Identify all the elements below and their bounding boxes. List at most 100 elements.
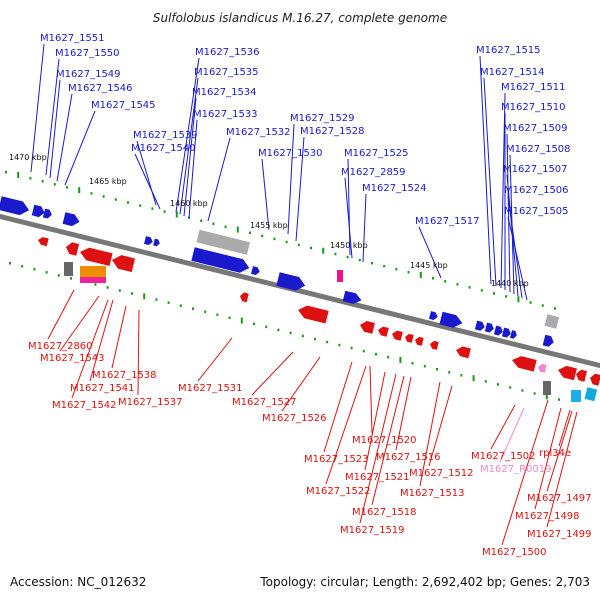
scale-tick bbox=[21, 265, 24, 268]
leader-line bbox=[251, 351, 294, 396]
leader-line bbox=[499, 407, 525, 463]
rna-gene-block bbox=[571, 390, 581, 402]
forward-gene-arrow bbox=[144, 236, 153, 245]
scale-tick bbox=[78, 187, 81, 194]
leader-line bbox=[546, 410, 573, 492]
scale-tick bbox=[265, 325, 268, 329]
leader-line bbox=[483, 77, 497, 287]
scale-tick bbox=[314, 337, 316, 341]
gene-label: M1627_1509 bbox=[503, 123, 568, 134]
gene-label: M1627_1502 bbox=[471, 451, 536, 462]
leader-line bbox=[419, 381, 441, 487]
scale-tick bbox=[200, 219, 203, 222]
scale-tick bbox=[411, 361, 414, 365]
gene-label: M1627_2859 bbox=[341, 167, 406, 178]
gene-label: M1627_1539 bbox=[133, 130, 198, 141]
leader-line bbox=[359, 373, 397, 524]
gene-label: M1627_1543 bbox=[40, 353, 105, 364]
leader-line bbox=[56, 93, 73, 182]
forward-gene-arrow bbox=[0, 196, 30, 216]
reverse-gene-arrow bbox=[360, 321, 375, 334]
leader-line bbox=[179, 77, 199, 215]
leader-line bbox=[395, 376, 412, 451]
scale-tick bbox=[33, 268, 36, 271]
map-title: Sulfolobus islandicus M.16.27, complete … bbox=[153, 11, 447, 25]
scale-tick bbox=[106, 286, 109, 289]
leader-line bbox=[281, 356, 321, 412]
scale-tick bbox=[131, 292, 133, 295]
scale-tick bbox=[423, 364, 426, 368]
reverse-gene-arrow bbox=[558, 365, 577, 381]
gene-label: M1627_1522 bbox=[306, 486, 371, 497]
reverse-gene-arrow bbox=[512, 356, 537, 372]
scale-tick bbox=[204, 310, 207, 313]
scale-tick bbox=[155, 298, 158, 301]
gene-label: M1627_2860 bbox=[28, 341, 93, 352]
scale-tick bbox=[533, 392, 536, 395]
scale-tick bbox=[407, 270, 410, 274]
reverse-gene-arrow bbox=[430, 340, 439, 350]
leader-line bbox=[501, 399, 549, 546]
scale-tick bbox=[94, 283, 97, 286]
gene-label: M1627_1519 bbox=[340, 525, 405, 536]
reverse-gene-arrow bbox=[590, 373, 600, 386]
scale-tick bbox=[17, 172, 20, 179]
forward-gene-arrow bbox=[342, 290, 362, 304]
scale-tick bbox=[541, 304, 544, 307]
scale-tick bbox=[139, 204, 142, 207]
gene-label: M1627_1521 bbox=[345, 472, 410, 483]
scale-tick bbox=[509, 386, 512, 389]
scale-tick bbox=[338, 343, 341, 347]
scale-label: 1445 kbp bbox=[410, 261, 448, 270]
gene-label: M1627_1518 bbox=[352, 507, 417, 518]
scale-tick bbox=[521, 389, 524, 392]
scale-tick bbox=[192, 307, 194, 310]
scale-tick bbox=[350, 346, 353, 350]
scale-tick bbox=[326, 340, 329, 344]
scale-tick bbox=[240, 317, 243, 324]
scale-tick bbox=[57, 274, 60, 277]
leader-line bbox=[534, 407, 562, 510]
scale-tick bbox=[371, 261, 373, 265]
leader-line bbox=[506, 133, 511, 293]
scale-tick bbox=[41, 180, 44, 183]
gene-label: M1627_1497 bbox=[527, 493, 592, 504]
scale-tick bbox=[249, 231, 251, 235]
gene-label: M1627_R0019 bbox=[480, 464, 551, 475]
gene-label: M1627_1549 bbox=[56, 69, 121, 80]
forward-gene-arrow bbox=[439, 311, 463, 328]
leader-line bbox=[362, 193, 367, 263]
scale-tick bbox=[118, 289, 121, 292]
gene-label: M1627_1507 bbox=[503, 164, 568, 175]
scale-tick bbox=[261, 234, 264, 238]
leader-line bbox=[344, 177, 353, 259]
leader-line bbox=[49, 79, 61, 179]
reverse-gene-arrow bbox=[576, 369, 587, 382]
leader-line bbox=[418, 226, 442, 279]
gene-label: M1627_1545 bbox=[91, 100, 156, 111]
gene-label: M1627_1517 bbox=[415, 216, 480, 227]
forward-gene-arrow bbox=[501, 327, 511, 338]
label-leader-lines bbox=[30, 43, 578, 546]
scale-tick bbox=[480, 289, 483, 292]
gene-label: M1627_1536 bbox=[195, 47, 260, 58]
scale-tick bbox=[395, 267, 398, 271]
leader-line bbox=[347, 158, 351, 256]
gene-label: M1627_1529 bbox=[290, 113, 355, 124]
leader-line bbox=[137, 309, 140, 396]
leader-line bbox=[188, 119, 198, 219]
reverse-gene-arrow bbox=[378, 326, 389, 337]
scale-tick bbox=[236, 226, 239, 233]
scale-tick bbox=[456, 283, 459, 286]
scale-tick bbox=[114, 198, 117, 201]
gene-label: M1627_1538 bbox=[92, 370, 157, 381]
gene-label: M1627_1505 bbox=[504, 206, 569, 217]
leader-line bbox=[261, 158, 270, 231]
scale-tick bbox=[253, 322, 255, 326]
gene-label: M1627_1531 bbox=[178, 383, 243, 394]
leader-line bbox=[325, 365, 367, 485]
scale-tick bbox=[175, 211, 178, 218]
top-gene-labels: M1627_1551 M1627_1550 M1627_1549 M1627_1546… bbox=[40, 33, 571, 227]
gene-label: M1627_1520 bbox=[352, 435, 417, 446]
forward-gene-arrow bbox=[484, 322, 494, 333]
